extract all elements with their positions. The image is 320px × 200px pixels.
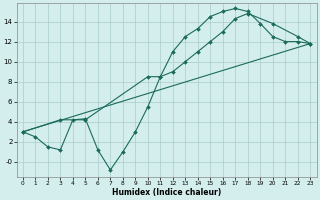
X-axis label: Humidex (Indice chaleur): Humidex (Indice chaleur) [112,188,221,197]
